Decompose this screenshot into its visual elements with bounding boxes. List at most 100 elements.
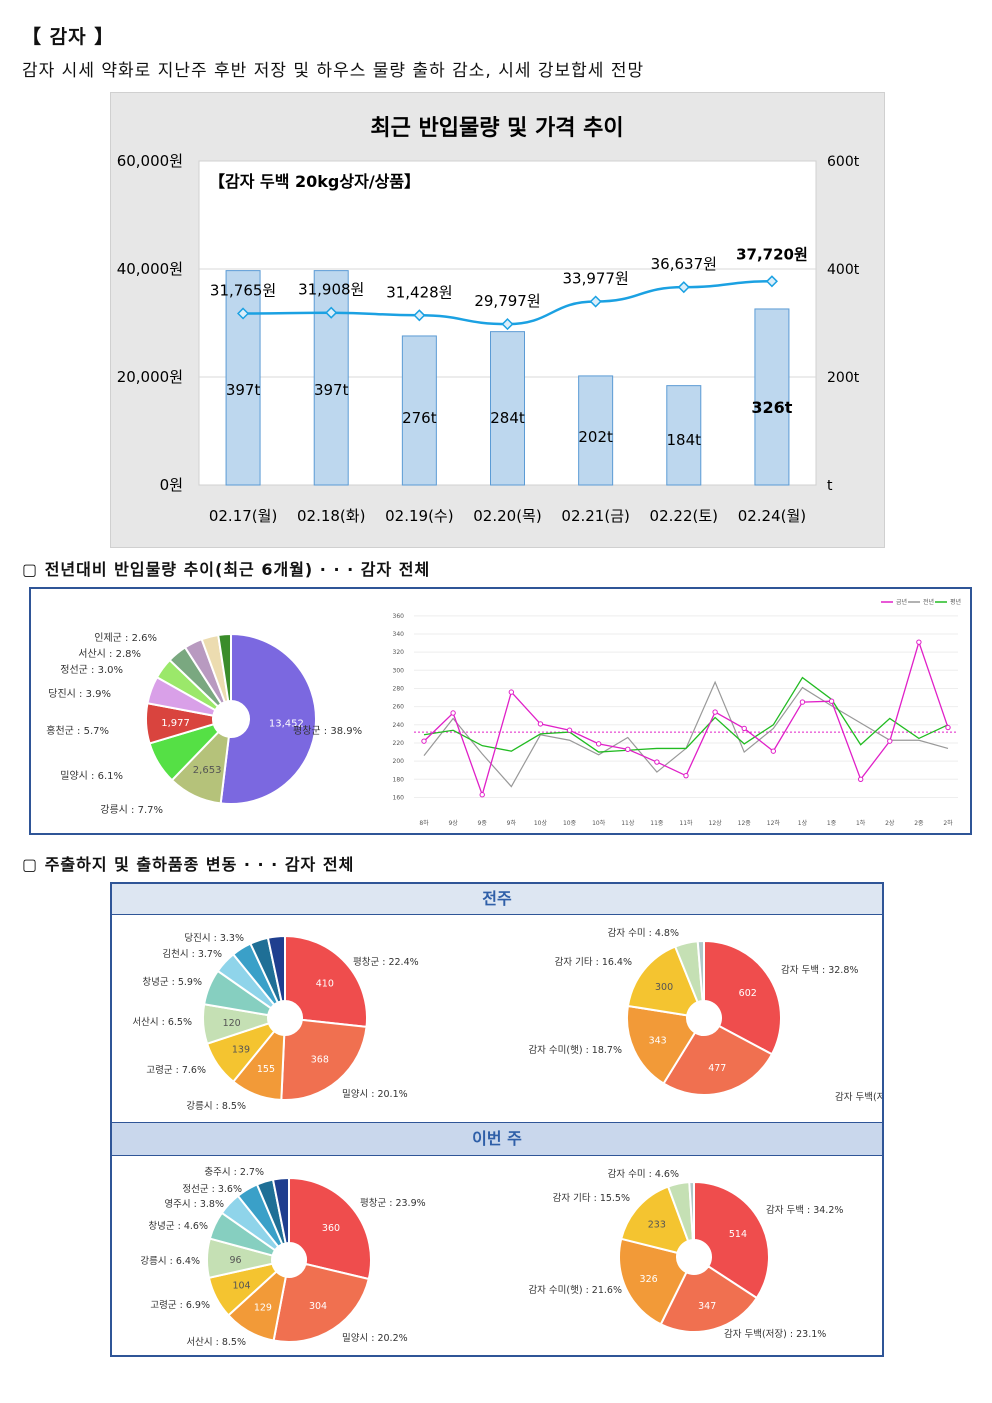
slice-label: 인제군 : 2.6% [94, 632, 157, 644]
pie-slice [219, 632, 317, 805]
pie-slice [620, 1185, 690, 1255]
slice-label: 영주시 : 3.8% [164, 1199, 224, 1210]
pie-slice [217, 632, 232, 703]
price-volume-svg: 최근 반입물량 및 가격 추이 【감자 두백 20kg상자/상품】 0원 20,000… [117, 116, 860, 525]
slice-value: 2,653 [193, 765, 222, 776]
slice-value: 343 [649, 1035, 667, 1046]
series-point [421, 738, 427, 744]
origin-variety-box: 전주 410 평창군 : 22.4% 368 밀양시 : 20.1% 155 강릉시 : … [110, 882, 884, 1357]
slice-label: 감자 수미(햇) : 18.7% [528, 1044, 622, 1056]
pie-slice [272, 1262, 370, 1343]
origin-prev-week-pie: 410 평창군 : 22.4% 368 밀양시 : 20.1% 155 강릉시 : 8.5… [132, 933, 418, 1112]
slice-value: 13,452 [269, 718, 304, 729]
series-point [537, 721, 544, 727]
series-point [945, 724, 951, 731]
slice-value: 602 [739, 988, 757, 999]
slice-value: 514 [729, 1229, 747, 1240]
slice-label: 감자 수미 : 4.6% [608, 1168, 679, 1180]
pie-slice [626, 945, 699, 1017]
volume-trend-box: 13,452 평창군 : 38.9% 2,653 강릉시 : 7.7% 밀양시 : 6.… [29, 587, 972, 835]
x-tick-label: 9상 [448, 819, 458, 827]
series-point [916, 639, 922, 645]
series-point [799, 699, 806, 705]
volume-bar [490, 331, 525, 486]
right-tick-label: t [827, 478, 833, 494]
x-tick-label: 12하 [767, 819, 781, 827]
slice-label: 서산시 : 8.5% [186, 1337, 246, 1348]
x-tick-label: 12상 [709, 819, 723, 827]
slice-value: 155 [257, 1064, 275, 1075]
pie-slice [659, 1264, 759, 1333]
legend-entry: 금년 [896, 598, 907, 606]
price-label: 37,720원 [736, 245, 808, 263]
series-point [683, 772, 689, 779]
pie-slice [626, 1004, 697, 1085]
slice-value: 139 [232, 1044, 250, 1055]
slice-label: 감자 두백(저장) : 26.0% [835, 1091, 882, 1103]
y-tick-label: 300 [393, 667, 405, 674]
volume-bar [754, 308, 790, 486]
price-point [237, 307, 250, 320]
slice-label: 고령군 : 7.6% [146, 1064, 206, 1076]
x-tick-label: 02.19(수) [385, 507, 453, 525]
right-tick-label: 400t [827, 262, 860, 278]
volume-label: 397t [226, 381, 261, 399]
slice-value: 410 [316, 978, 334, 989]
slice-value: 477 [708, 1063, 726, 1074]
volume-bar [666, 385, 702, 486]
series-line [423, 676, 949, 753]
pie-slice [688, 1180, 695, 1242]
volume-bar [313, 270, 349, 486]
price-volume-chart: 최근 반입물량 및 가격 추이 【감자 두백 20kg상자/상품】 0원 20,000… [110, 92, 885, 548]
pie-slice [662, 1024, 774, 1096]
slice-value: 96 [229, 1255, 241, 1266]
slice-label: 감자 기타 : 15.5% [553, 1192, 630, 1204]
x-tick-label: 9중 [478, 820, 488, 827]
price-point [677, 281, 690, 294]
price-label: 33,977원 [562, 270, 628, 288]
legend-entry: 전년 [923, 598, 934, 606]
slice-label: 당진시 : 3.9% [48, 688, 111, 700]
x-tick-label: 9하 [507, 819, 517, 827]
y-tick-label: 280 [393, 685, 405, 692]
slice-label: 당진시 : 3.3% [184, 933, 244, 944]
slice-label: 감자 두백(저장) : 23.1% [724, 1328, 826, 1340]
chart-title: 최근 반입물량 및 가격 추이 [370, 116, 623, 141]
slice-label: 강릉시 : 8.5% [186, 1101, 246, 1112]
pie-slice [271, 1176, 290, 1245]
x-tick-label: 02.20(목) [473, 507, 541, 525]
slice-value: 326 [640, 1274, 658, 1285]
x-tick-label: 11하 [679, 819, 693, 827]
y-tick-label: 260 [393, 704, 405, 711]
y-tick-label: 160 [393, 794, 405, 801]
slice-label: 감자 수미(햇) : 21.6% [528, 1284, 622, 1296]
pie-slice [703, 939, 782, 1056]
series-point [887, 738, 893, 744]
left-tick-label: 0원 [160, 476, 183, 494]
price-point [325, 306, 338, 319]
slice-label: 강릉시 : 7.7% [100, 804, 163, 816]
left-tick-label: 60,000원 [117, 152, 183, 170]
x-tick-label: 10중 [563, 820, 577, 827]
slice-label: 고령군 : 6.9% [150, 1299, 210, 1311]
x-tick-label: 10상 [534, 819, 548, 827]
y-tick-label: 200 [393, 758, 405, 765]
slice-label: 강릉시 : 6.4% [140, 1256, 200, 1267]
series-point [712, 709, 718, 715]
pie-slice [618, 1237, 688, 1326]
pie-slice [696, 939, 705, 1003]
series-point [479, 792, 485, 798]
pie-slice [266, 934, 286, 1003]
slice-value: 120 [223, 1018, 241, 1029]
origin-this-week-pie: 360 평창군 : 23.9% 304 밀양시 : 20.2% 129 서산시 : 8.5… [140, 1167, 425, 1348]
volume-line-chart: 160 180 200 220 240 260 280 300 320 340 360 8하 9상 9중 9… [393, 598, 962, 827]
x-tick-label: 1하 [856, 819, 866, 827]
volume-label: 284t [490, 409, 525, 427]
y-tick-label: 180 [393, 776, 405, 783]
slice-value: 347 [698, 1301, 716, 1312]
volume-label: 184t [667, 431, 702, 449]
x-tick-label: 1중 [827, 820, 837, 827]
price-point [413, 309, 426, 322]
x-tick-label: 02.22(토) [650, 507, 718, 525]
